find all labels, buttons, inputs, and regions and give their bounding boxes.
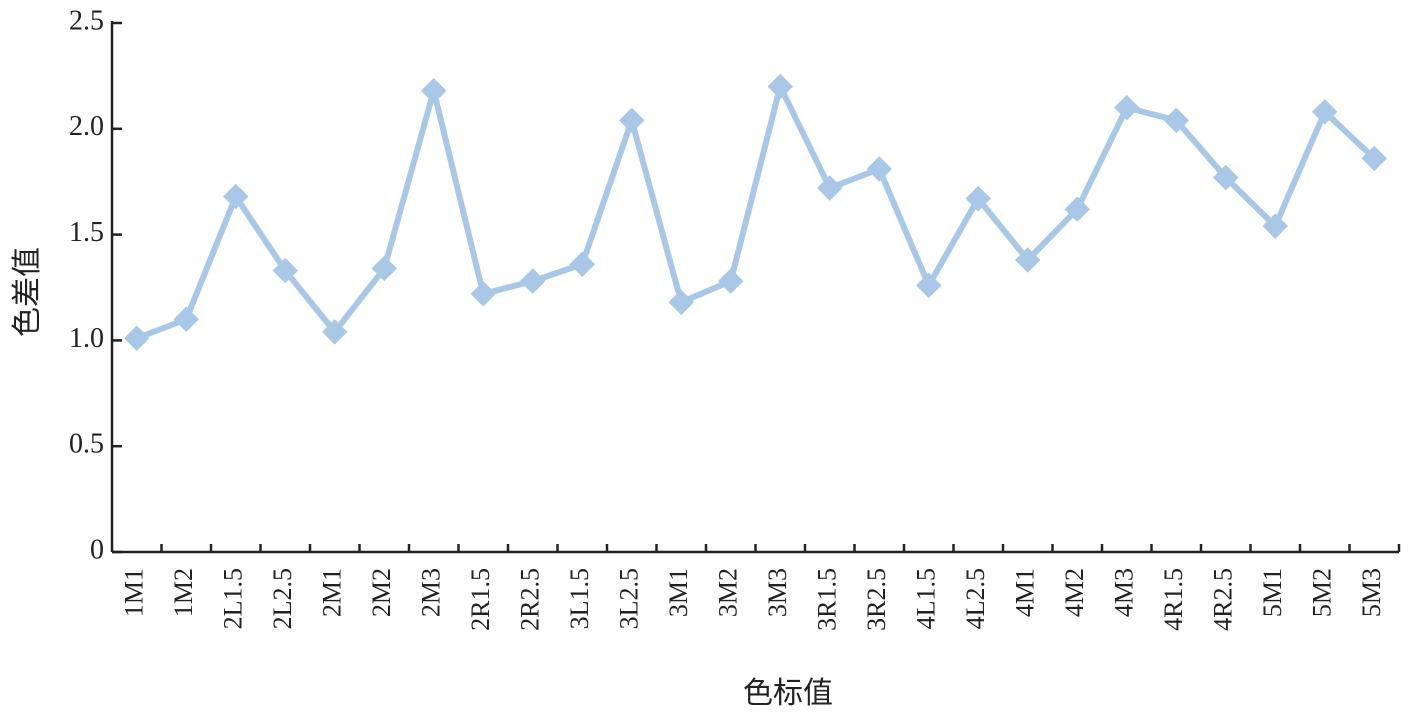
data-marker <box>272 257 298 284</box>
x-tick-label: 5M1 <box>1258 568 1287 617</box>
x-tick-label: 3L2.5 <box>615 568 644 629</box>
data-marker <box>668 289 694 316</box>
x-tick-label: 2R2.5 <box>516 568 545 631</box>
y-axis-title: 色差值 <box>11 247 44 337</box>
x-tick-label: 4L2.5 <box>961 568 990 629</box>
y-tick-label: 0.5 <box>69 429 104 460</box>
x-tick-label: 4L1.5 <box>912 568 941 629</box>
x-tick-label: 3M1 <box>664 568 693 617</box>
data-line <box>135 83 1377 342</box>
x-tick-label: 4R1.5 <box>1159 568 1188 631</box>
data-marker <box>866 156 892 182</box>
y-tick-label: 1.5 <box>69 217 104 248</box>
x-tick-label: 3R2.5 <box>862 568 891 631</box>
data-marker <box>371 255 397 282</box>
data-marker <box>767 73 793 100</box>
data-marker <box>322 319 348 345</box>
x-tick-label: 2M3 <box>417 568 446 617</box>
data-marker <box>817 175 843 201</box>
x-tick-label: 1M1 <box>120 568 149 617</box>
data-marker <box>619 107 645 134</box>
y-tick-label: 2.5 <box>69 5 104 36</box>
data-marker <box>569 251 595 277</box>
x-tick-label: 3M2 <box>714 568 743 617</box>
data-marker <box>173 306 199 332</box>
y-tick-label: 0 <box>90 534 104 565</box>
data-marker <box>965 185 991 212</box>
y-tick-label: 2.0 <box>69 111 104 142</box>
x-tick-label: 4M3 <box>1110 568 1139 617</box>
data-marker <box>421 77 447 104</box>
data-marker <box>718 268 744 294</box>
x-tick-label: 5M3 <box>1357 568 1386 617</box>
x-tick-label: 2M1 <box>318 568 347 617</box>
data-marker <box>916 272 942 299</box>
data-marker <box>470 281 496 307</box>
x-tick-label: 4M1 <box>1011 568 1040 617</box>
x-tick-label: 2M2 <box>367 568 396 617</box>
x-tick-label: 3L1.5 <box>565 568 594 629</box>
x-axis-title: 色标值 <box>743 677 833 710</box>
data-marker <box>1114 94 1140 121</box>
x-tick-label: 2L2.5 <box>268 568 297 629</box>
x-tick-label: 5M2 <box>1308 568 1337 617</box>
data-marker <box>520 268 546 294</box>
data-marker <box>124 325 150 352</box>
x-tick-label: 4R2.5 <box>1209 568 1238 631</box>
x-tick-label: 4M2 <box>1060 568 1089 617</box>
y-tick-label: 1.0 <box>69 323 104 354</box>
x-tick-label: 2L1.5 <box>219 568 248 629</box>
x-tick-label: 1M2 <box>169 568 198 617</box>
x-tick-label: 3M3 <box>763 568 792 617</box>
x-tick-label: 2R1.5 <box>466 568 495 631</box>
x-tick-label: 3R1.5 <box>813 568 842 631</box>
